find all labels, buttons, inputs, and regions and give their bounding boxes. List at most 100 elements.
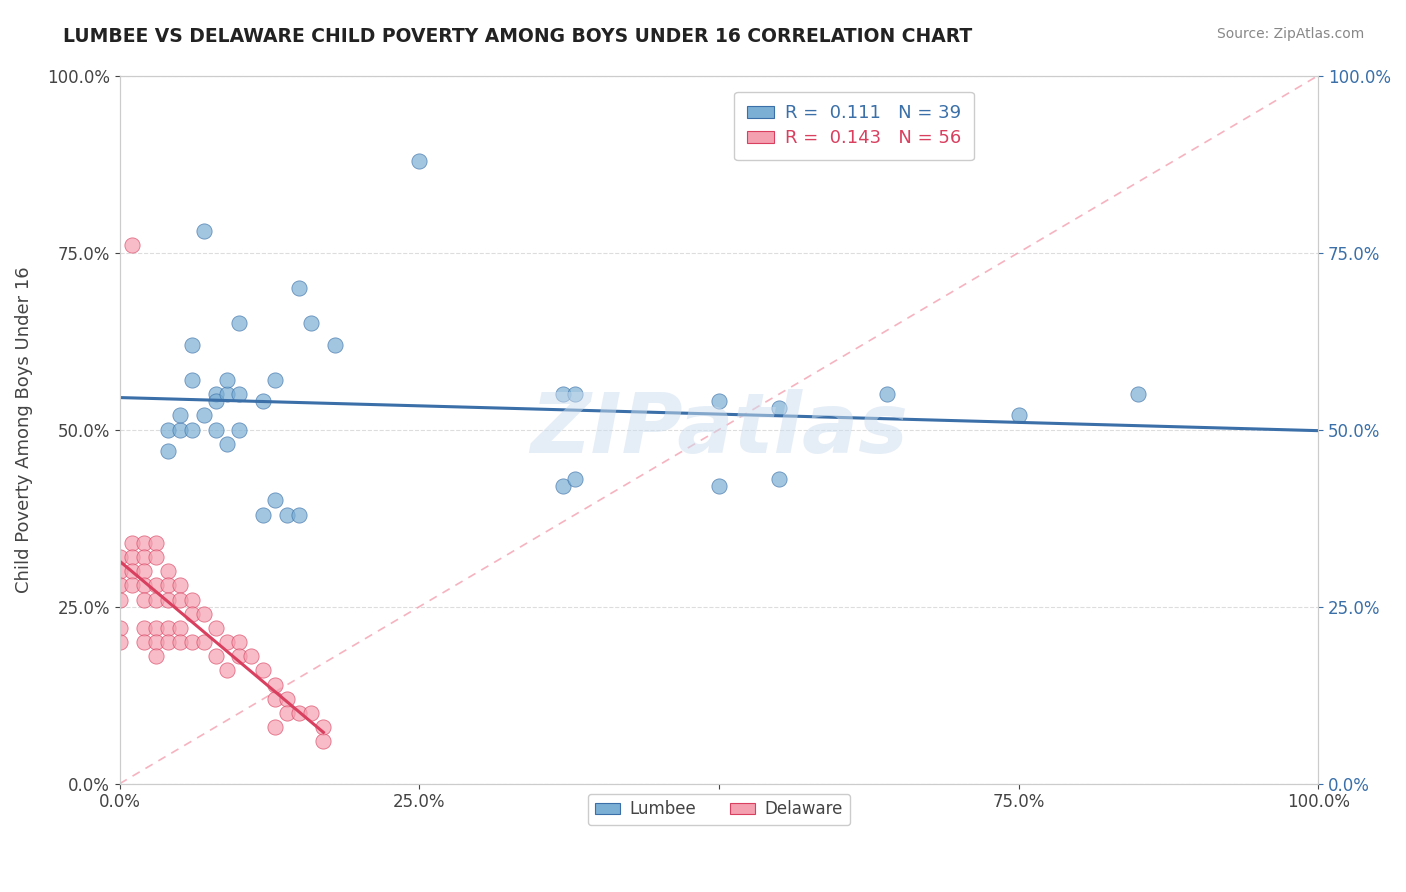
Point (252, 394, 274, 409)
Point (156, 592, 179, 607)
Point (276, 691, 298, 706)
Point (312, 734, 335, 748)
Point (108, 621, 131, 635)
Point (1128, 387, 1150, 401)
Point (299, 706, 322, 720)
Point (145, 649, 167, 664)
Point (169, 635, 191, 649)
Point (264, 493, 287, 508)
Point (108, 592, 131, 607)
Point (228, 387, 250, 401)
Point (204, 387, 226, 401)
Point (217, 635, 239, 649)
Point (121, 238, 143, 252)
Point (132, 536, 155, 550)
Point (132, 635, 155, 649)
Point (108, 550, 131, 565)
Point (768, 472, 790, 486)
Point (121, 564, 143, 578)
Point (553, 387, 575, 401)
Point (132, 578, 155, 592)
Point (132, 550, 155, 565)
Point (204, 649, 226, 664)
Point (264, 720, 287, 734)
Point (288, 508, 311, 522)
Point (228, 423, 250, 437)
Point (193, 224, 215, 238)
Point (276, 508, 298, 522)
Point (145, 536, 167, 550)
Point (193, 409, 215, 423)
Point (156, 423, 179, 437)
Point (193, 635, 215, 649)
Y-axis label: Child Poverty Among Boys Under 16: Child Poverty Among Boys Under 16 (15, 267, 32, 593)
Point (156, 578, 179, 592)
Point (132, 592, 155, 607)
Point (180, 607, 202, 621)
Legend: Lumbee, Delaware: Lumbee, Delaware (588, 794, 849, 825)
Point (707, 394, 730, 409)
Point (180, 423, 202, 437)
Point (193, 607, 215, 621)
Point (145, 621, 167, 635)
Point (169, 409, 191, 423)
Point (145, 635, 167, 649)
Point (145, 578, 167, 592)
Point (768, 401, 790, 416)
Point (204, 394, 226, 409)
Point (169, 621, 191, 635)
Point (217, 373, 239, 387)
Point (564, 472, 586, 486)
Point (132, 564, 155, 578)
Point (217, 387, 239, 401)
Point (169, 592, 191, 607)
Point (156, 564, 179, 578)
Text: Source: ZipAtlas.com: Source: ZipAtlas.com (1216, 27, 1364, 41)
Point (553, 479, 575, 493)
Text: LUMBEE VS DELAWARE CHILD POVERTY AMONG BOYS UNDER 16 CORRELATION CHART: LUMBEE VS DELAWARE CHILD POVERTY AMONG B… (63, 27, 973, 45)
Point (264, 373, 287, 387)
Point (217, 437, 239, 451)
Point (288, 706, 311, 720)
Point (264, 691, 287, 706)
Point (180, 373, 202, 387)
Point (264, 677, 287, 691)
Text: ZIPatlas: ZIPatlas (530, 389, 908, 470)
Point (325, 337, 347, 351)
Point (228, 317, 250, 331)
Point (156, 443, 179, 458)
Point (217, 664, 239, 678)
Point (204, 423, 226, 437)
Point (228, 649, 250, 664)
Point (707, 479, 730, 493)
Point (252, 664, 274, 678)
Point (288, 281, 311, 295)
Point (240, 649, 263, 664)
Point (408, 153, 430, 168)
Point (121, 550, 143, 565)
Point (132, 621, 155, 635)
Point (145, 550, 167, 565)
Point (156, 635, 179, 649)
Point (180, 337, 202, 351)
Point (121, 578, 143, 592)
Point (169, 423, 191, 437)
Point (276, 706, 298, 720)
Point (108, 564, 131, 578)
Point (299, 317, 322, 331)
Point (180, 635, 202, 649)
Point (121, 536, 143, 550)
Point (252, 508, 274, 522)
Point (564, 387, 586, 401)
Point (876, 387, 898, 401)
Point (145, 592, 167, 607)
Point (312, 720, 335, 734)
Point (1007, 409, 1029, 423)
Point (156, 621, 179, 635)
Point (108, 635, 131, 649)
Point (108, 578, 131, 592)
Point (228, 635, 250, 649)
Point (169, 578, 191, 592)
Point (180, 592, 202, 607)
Point (204, 621, 226, 635)
